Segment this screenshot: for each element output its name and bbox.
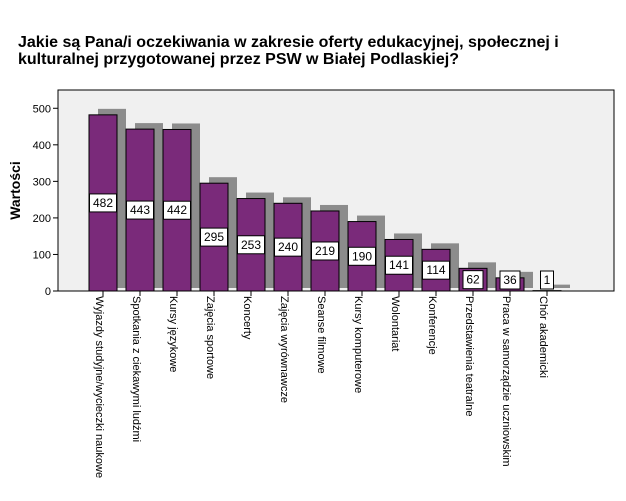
data-label: 442 — [167, 203, 187, 217]
data-labels: 482 443 442 295 253 240 219 190 141 114 62 36 1 — [89, 193, 554, 290]
y-tick-label: 300 — [33, 176, 51, 188]
data-label-box — [499, 270, 521, 290]
y-tick-label: 200 — [33, 213, 51, 225]
x-tick-label: Praca w samorządzie uczniowskim — [500, 296, 512, 467]
data-label-box — [126, 200, 154, 220]
data-label-box — [348, 246, 376, 266]
data-label: 219 — [315, 244, 335, 258]
data-label: 62 — [466, 273, 480, 287]
data-label: 141 — [389, 258, 409, 272]
x-tick-label: Kursy komputerowe — [352, 296, 364, 393]
x-tick-label: Wolontariat — [389, 296, 401, 351]
data-label: 482 — [93, 196, 113, 210]
data-label-box — [462, 270, 484, 290]
y-tick-label: 400 — [33, 140, 51, 152]
x-tick-label: Zajęcia sportowe — [204, 296, 216, 379]
x-tick-label: Zajęcia wyrównawcze — [278, 296, 290, 403]
data-label-box — [89, 193, 117, 213]
data-label-box — [311, 241, 339, 261]
y-axis-title: Wartości — [7, 161, 23, 220]
x-axis: Wyjazdy studyjne/wycieczki naukowe Spotka… — [93, 291, 549, 478]
data-label: 190 — [352, 249, 372, 263]
x-tick-label: Spotkania z ciekawymi ludźmi — [130, 296, 142, 442]
data-label: 114 — [426, 263, 445, 277]
x-tick-label: Chór akademicki — [537, 296, 549, 378]
x-tick-label: Koncerty — [241, 296, 253, 340]
data-label: 253 — [241, 238, 261, 252]
x-tick-label: Wyjazdy studyjne/wycieczki naukowe — [93, 296, 105, 478]
y-axis: 0 100 200 300 400 500 — [33, 90, 59, 298]
data-label-box — [237, 235, 265, 255]
y-tick-label: 500 — [33, 103, 51, 115]
data-label-box — [422, 260, 450, 280]
data-label: 443 — [130, 203, 150, 217]
x-tick-label: Przedstawienia teatralne — [463, 296, 475, 416]
x-tick-label: Kursy językowe — [167, 296, 179, 372]
bar-shadow — [542, 284, 570, 288]
data-label: 1 — [544, 273, 551, 287]
data-label-box — [274, 237, 302, 257]
data-label: 240 — [278, 240, 298, 254]
x-tick-label: Seanse filmowe — [315, 296, 327, 374]
data-label-box — [163, 200, 191, 220]
data-label: 36 — [503, 273, 517, 287]
x-tick-label: Konferencje — [426, 296, 438, 355]
data-label-box — [385, 255, 413, 275]
y-tick-label: 0 — [45, 286, 51, 298]
chart-title: Jakie są Pana/i oczekiwania w zakresie o… — [18, 34, 559, 68]
y-tick-label: 100 — [33, 249, 51, 261]
data-label-box — [200, 227, 228, 247]
data-label: 295 — [204, 230, 224, 244]
data-label-box — [540, 270, 554, 290]
